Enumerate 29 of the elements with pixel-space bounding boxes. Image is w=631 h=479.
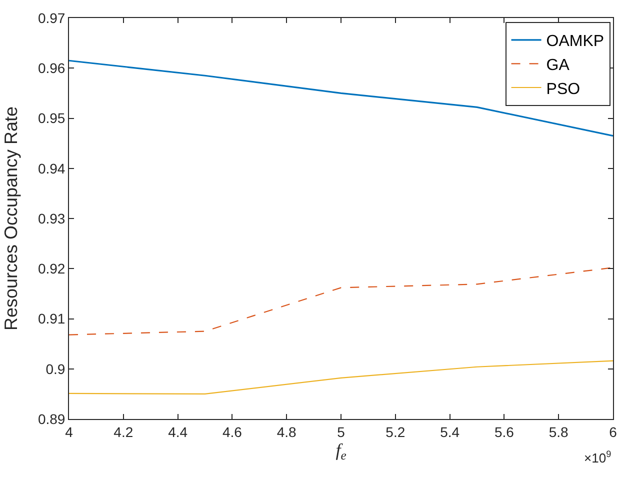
line-series	[69, 60, 613, 137]
legend-label: GA	[546, 56, 570, 74]
legend-label: PSO	[546, 80, 580, 98]
y-tick-label: 0.93	[38, 210, 66, 226]
y-tick-label: 0.89	[38, 410, 66, 427]
legend-label: OAMKP	[546, 33, 604, 50]
x-tick-label: 4.4	[168, 424, 188, 440]
y-tick-label: 0.96	[38, 60, 66, 76]
x-tick-label: 6	[609, 424, 618, 440]
y-tick-label: 0.97	[38, 10, 66, 26]
y-tick-label: 0.9	[46, 360, 66, 377]
x-tick-label: 5	[337, 424, 346, 440]
y-tick-label: 0.92	[38, 260, 66, 277]
x-tick-label: 5.8	[548, 424, 569, 440]
line-series	[69, 267, 613, 336]
x-tick-label: 4.6	[222, 424, 242, 440]
line-series	[69, 360, 613, 394]
x-axis-title: f$_{e}$	[336, 440, 347, 463]
y-tick-label: 0.95	[38, 110, 66, 126]
y-axis-title: Resources Occupancy Rate	[1, 106, 22, 331]
y-tick-label: 0.94	[38, 160, 66, 176]
text: ×10$^{9}$	[584, 449, 612, 466]
x-tick-label: 4	[65, 424, 74, 440]
x-tick-label: 5.2	[386, 424, 406, 440]
x-tick-label: 4.8	[276, 424, 297, 440]
x-tick-label: 5.4	[440, 424, 460, 440]
y-tick-label: 0.91	[38, 310, 66, 327]
x-tick-label: 4.2	[114, 424, 134, 440]
x-tick-label: 5.6	[494, 424, 514, 440]
